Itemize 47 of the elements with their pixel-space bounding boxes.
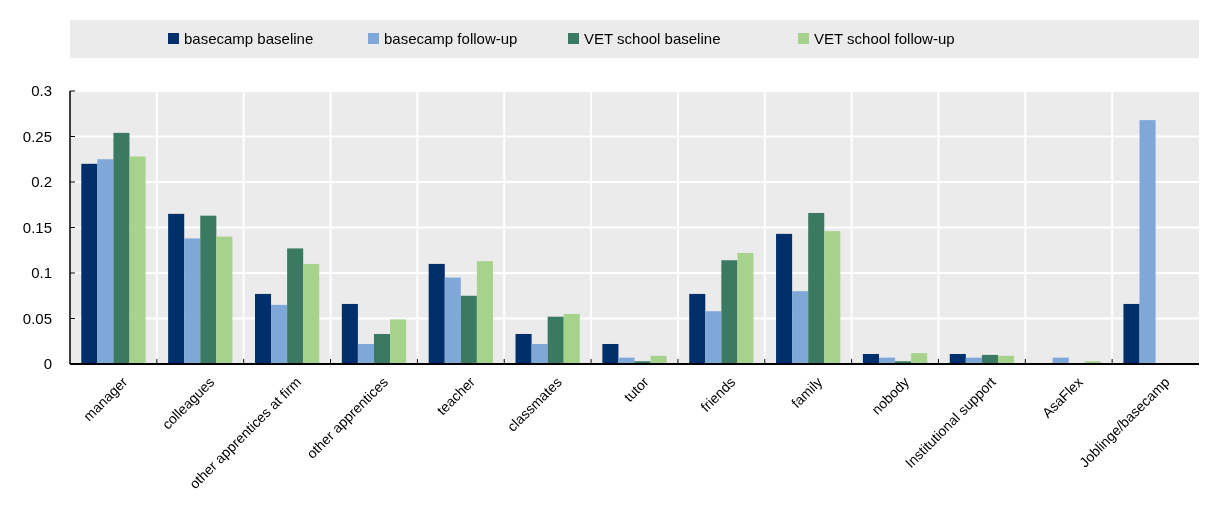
bar [428,263,445,364]
legend-label: VET school follow-up [814,30,955,48]
bar [287,248,304,364]
bar [168,213,185,364]
bar [602,343,619,364]
bar [705,311,722,364]
bar [808,212,825,364]
y-tick-label: 0.2 [31,173,52,191]
bar [547,316,564,364]
bar [303,263,320,364]
bar [390,319,407,364]
bar [911,353,928,364]
bar [824,231,841,364]
legend-label: VET school baseline [584,30,721,48]
bar [531,343,548,364]
bar [444,277,461,364]
bar [476,261,493,364]
bar [792,291,809,364]
y-tick-label: 0.1 [31,264,52,282]
bar [81,163,98,364]
bar [341,303,358,364]
y-tick-label: 0 [43,355,52,373]
y-tick-label: 0.25 [22,127,52,145]
bar [357,343,374,364]
bar [563,313,580,364]
bar [200,215,217,364]
bar [184,238,201,364]
bar [1139,120,1156,364]
bar [97,159,114,364]
bar [776,233,793,364]
bar [737,252,754,364]
bar [113,132,130,364]
legend-label: basecamp follow-up [384,30,518,48]
bar [216,236,233,364]
bar [689,293,706,364]
bar [515,333,532,364]
y-tick-label: 0.3 [31,82,52,100]
bar [373,333,391,364]
bar [271,304,288,364]
bar [460,295,477,364]
legend-label: basecamp baseline [184,30,314,48]
bar [254,293,272,364]
y-tick-label: 0.15 [22,218,52,236]
bar [1123,303,1140,364]
bar [129,156,146,364]
bar [721,260,738,364]
y-tick-label: 0.05 [22,309,52,327]
